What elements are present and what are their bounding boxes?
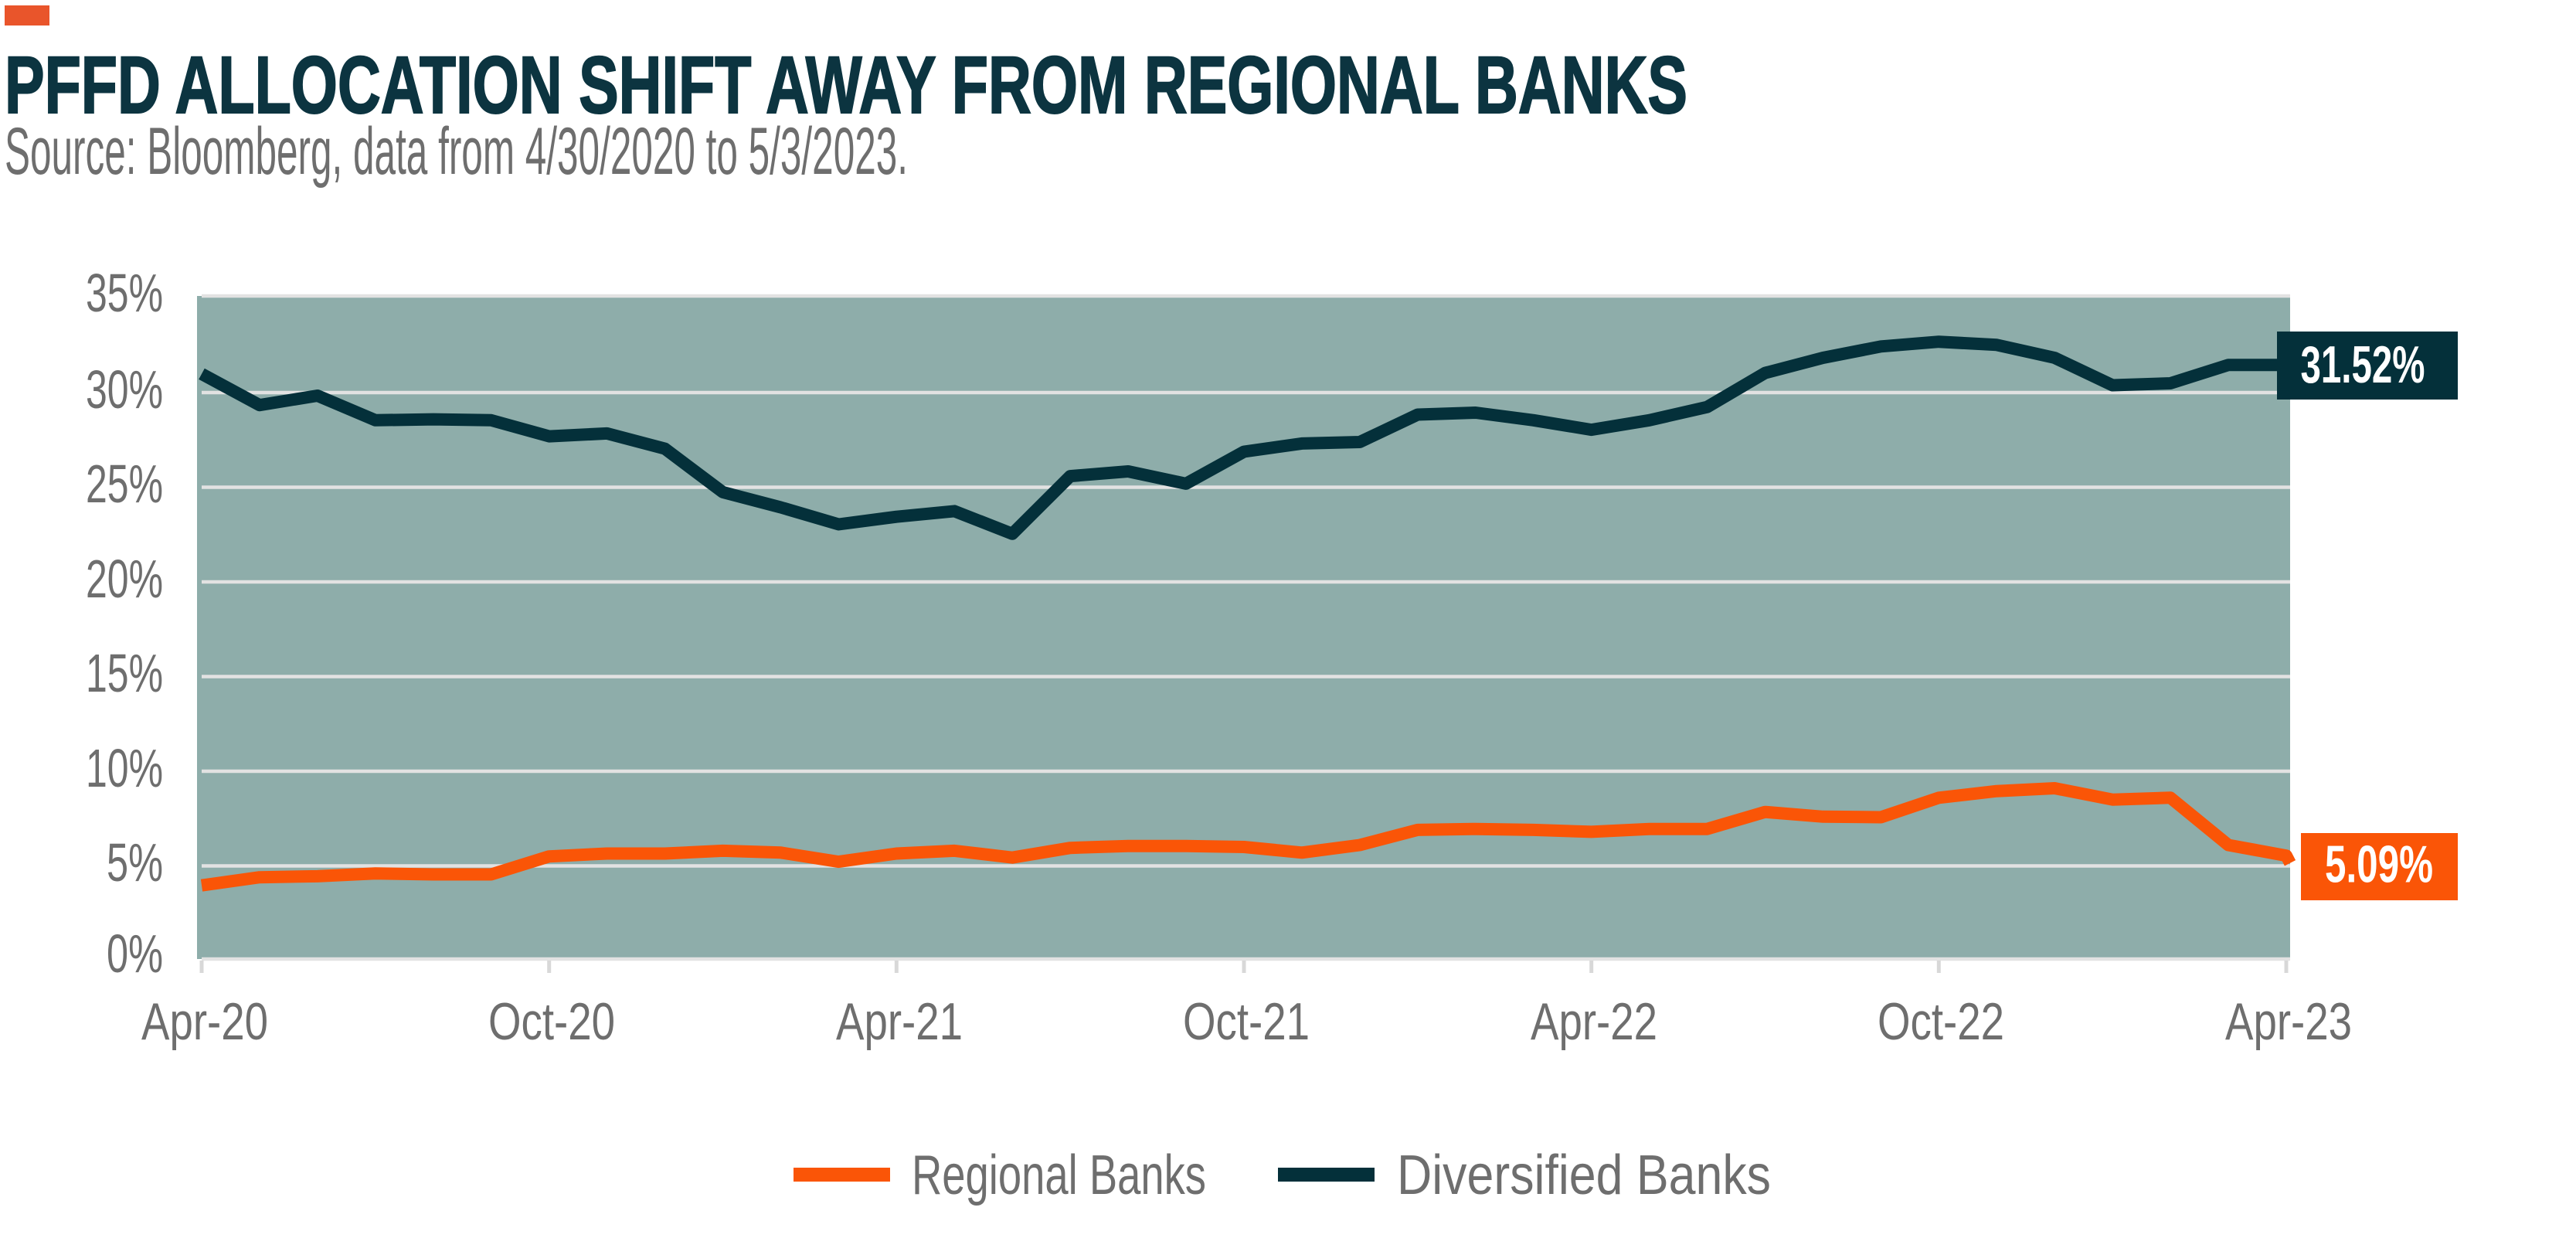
svg-text:10%: 10% [86,738,163,798]
svg-text:15%: 15% [86,643,163,703]
svg-text:Apr-20: Apr-20 [141,992,268,1051]
svg-text:30%: 30% [86,359,163,420]
svg-text:5.09%: 5.09% [2325,835,2433,894]
svg-text:0%: 0% [107,923,163,984]
svg-text:Source: Bloomberg, data from 4: Source: Bloomberg, data from 4/30/2020 t… [5,114,908,189]
svg-text:Apr-23: Apr-23 [2225,992,2352,1051]
svg-text:20%: 20% [86,549,163,609]
svg-text:Oct-22: Oct-22 [1878,992,2004,1051]
svg-text:35%: 35% [86,263,163,323]
svg-text:5%: 5% [107,832,163,893]
svg-text:Regional Banks: Regional Banks [912,1144,1206,1206]
svg-text:Apr-21: Apr-21 [836,992,963,1051]
svg-text:Diversified Banks: Diversified Banks [1397,1144,1771,1206]
svg-text:Apr-22: Apr-22 [1531,992,1657,1051]
svg-text:25%: 25% [86,454,163,514]
svg-text:Oct-20: Oct-20 [488,992,615,1051]
svg-text:PFFD ALLOCATION SHIFT AWAY FRO: PFFD ALLOCATION SHIFT AWAY FROM REGIONAL… [5,40,1687,131]
svg-text:31.52%: 31.52% [2301,335,2425,394]
svg-text:Oct-21: Oct-21 [1183,992,1310,1051]
